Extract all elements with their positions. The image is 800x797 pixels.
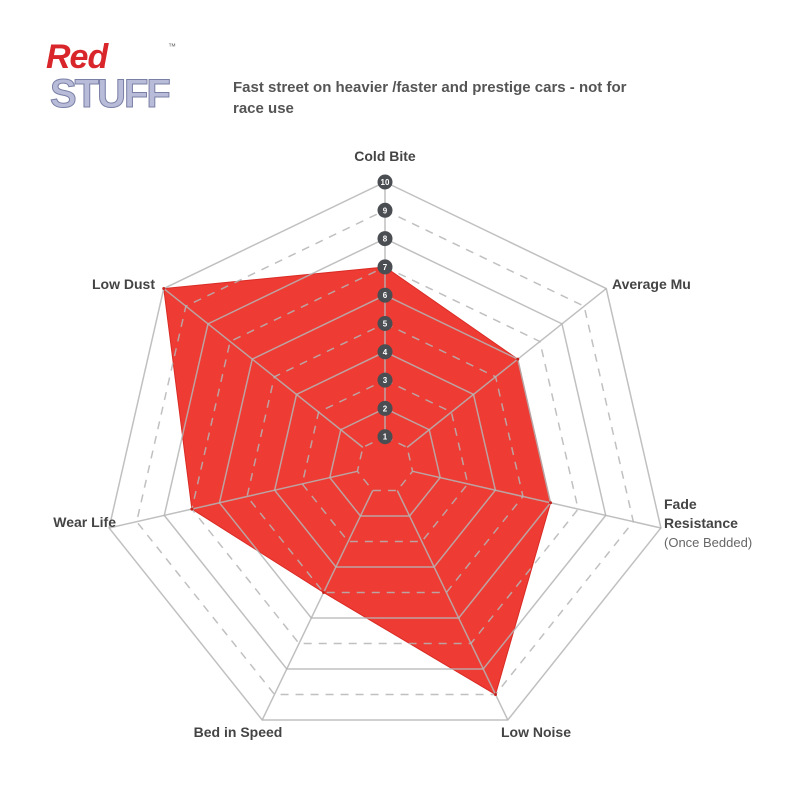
- spoke-3: [396, 490, 509, 721]
- axis-sublabel: (Once Bedded): [664, 535, 752, 550]
- tick-marker-10: [377, 174, 393, 190]
- axis-label-fade: Fade: [664, 496, 697, 512]
- logo-tm: ™: [168, 42, 176, 51]
- spoke-2: [412, 470, 662, 529]
- tick-marker-7: [377, 259, 393, 275]
- tick-label-3: 3: [383, 376, 388, 385]
- chart-title: Fast street on heavier /faster and prest…: [233, 79, 627, 117]
- tick-label-9: 9: [383, 206, 388, 215]
- axis-label-cold-bite: Cold Bite: [354, 148, 416, 164]
- tick-label-10: 10: [381, 178, 390, 187]
- grid-ring-7: [191, 266, 579, 645]
- spoke-4: [261, 490, 374, 721]
- data-point-4: [322, 590, 326, 594]
- spoke-6: [163, 287, 364, 448]
- tick-label-8: 8: [383, 235, 388, 244]
- grid-ring-4: [273, 350, 497, 568]
- tick-marker-1: [377, 429, 393, 445]
- axis-label-resistance: Resistance: [664, 515, 738, 531]
- tick-label-2: 2: [383, 404, 388, 413]
- tick-marker-5: [377, 316, 393, 331]
- data-point-5: [190, 507, 194, 511]
- tick-label-5: 5: [383, 320, 388, 329]
- spoke-5: [108, 470, 358, 529]
- axis-label-low-noise: Low Noise: [501, 724, 571, 740]
- axis-label-bed-in-speed: Bed in Speed: [194, 724, 283, 740]
- tick-marker-6: [377, 287, 393, 303]
- grid-ring-3: [301, 379, 469, 543]
- grid-ring-8: [163, 237, 607, 670]
- data-point-2: [549, 501, 553, 505]
- tick-marker-3: [377, 372, 393, 388]
- grid-ring-6: [218, 294, 552, 619]
- logo-stuff: STUFF: [50, 72, 172, 117]
- data-point-3: [494, 692, 498, 696]
- axis-label-low-dust: Low Dust: [92, 276, 155, 292]
- tick-label-1: 1: [383, 433, 388, 442]
- tick-label-6: 6: [383, 291, 388, 300]
- tick-marker-2: [377, 400, 393, 416]
- spoke-1: [406, 287, 607, 448]
- tick-marker-9: [377, 202, 393, 218]
- axis-label-average-mu: Average Mu: [612, 276, 691, 292]
- data-point-6: [162, 287, 166, 291]
- tick-marker-4: [377, 344, 393, 360]
- redstuff-logo: Red STUFF ™: [40, 38, 180, 138]
- data-point-1: [516, 357, 520, 361]
- axis-label-wear-life: Wear Life: [53, 514, 116, 530]
- grid-ring-10: [108, 181, 662, 721]
- tick-marker-8: [377, 231, 393, 247]
- tick-label-7: 7: [383, 263, 388, 272]
- tick-label-4: 4: [383, 348, 388, 357]
- grid-ring-2: [329, 407, 441, 517]
- grid-ring-9: [135, 209, 635, 696]
- logo-red: Red: [46, 38, 108, 76]
